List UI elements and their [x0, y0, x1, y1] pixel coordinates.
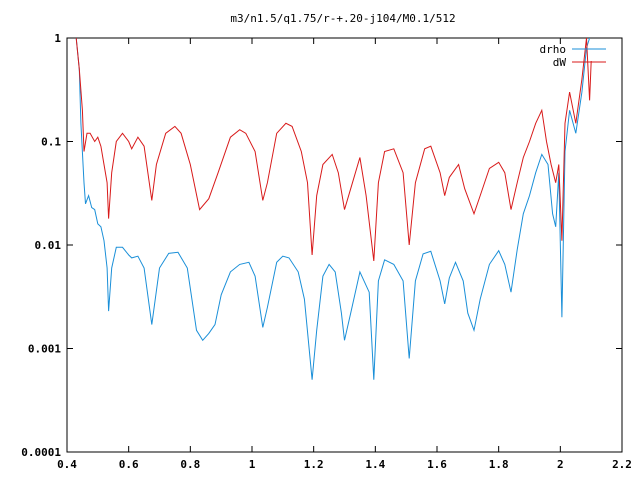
x-tick-label: 1.6	[427, 458, 447, 471]
legend-label-dw: dW	[553, 56, 567, 69]
x-tick-label: 1.8	[489, 458, 509, 471]
y-tick-label: 0.0001	[21, 446, 61, 459]
x-tick-label: 1	[249, 458, 256, 471]
x-tick-label: 0.6	[119, 458, 139, 471]
chart-title: m3/n1.5/q1.75/r-+.20-j104/M0.1/512	[230, 12, 455, 25]
x-tick-label: 2	[557, 458, 564, 471]
y-tick-label: 0.01	[35, 239, 62, 252]
y-axis: 0.0001 0.001 0.01 0.1 1	[21, 32, 622, 459]
x-axis: 0.4 0.6 0.8 1 1.2 1.4 1.6 1.8 2 2.2	[57, 38, 632, 471]
y-tick-label: 0.1	[41, 136, 61, 149]
legend-label-drho: drho	[540, 43, 567, 56]
x-tick-label: 0.8	[180, 458, 200, 471]
legend: drho dW	[540, 43, 606, 69]
y-tick-label: 1	[54, 32, 61, 45]
plot-frame	[66, 37, 623, 453]
series-line-dw	[75, 38, 592, 262]
x-tick-label: 1.4	[365, 458, 385, 471]
series-line-drho	[75, 38, 591, 380]
x-tick-label: 0.4	[57, 458, 77, 471]
x-tick-label: 1.2	[304, 458, 324, 471]
series-layer	[75, 38, 592, 380]
y-tick-label: 0.001	[28, 343, 61, 356]
x-tick-label: 2.2	[612, 458, 632, 471]
